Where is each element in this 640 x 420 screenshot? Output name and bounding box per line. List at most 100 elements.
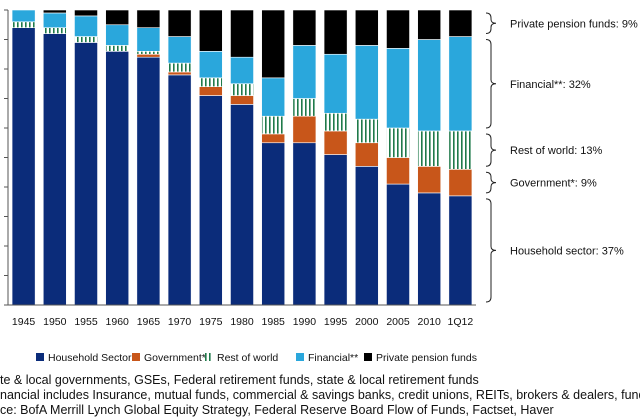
- bar-segment-private-pension-funds-1990: [292, 9, 317, 46]
- bar-segment-household-sector-1955: [74, 42, 98, 306]
- bar-segment-household-sector-1945: [11, 27, 36, 306]
- bar-segment-rest-of-world-1970: [167, 62, 192, 73]
- annotation-label: Household sector: 37%: [510, 245, 624, 257]
- bar-segment-private-pension-funds-1970: [167, 9, 192, 37]
- bar-segment-government-1980: [230, 95, 254, 105]
- bar-segment-household-sector-1995: [323, 154, 348, 306]
- annotation-label: Government*: 9%: [510, 178, 597, 190]
- footnote-1: te & local governments, GSEs, Federal re…: [0, 373, 479, 387]
- bar-segment-financial-1980: [230, 56, 254, 85]
- bar-segment-household-sector-1975: [198, 95, 223, 306]
- bar-segment-financial-1975: [198, 50, 223, 79]
- bar-segment-rest-of-world-2005: [386, 127, 410, 158]
- bar-segment-financial-1q12: [448, 36, 473, 132]
- annotation-label: Financial**: 32%: [510, 79, 591, 91]
- legend-label: Financial**: [308, 352, 358, 364]
- x-tick-label: 1995: [324, 316, 348, 328]
- legend-swatch: [132, 353, 140, 361]
- plot-area: [11, 9, 473, 306]
- bar-segment-private-pension-funds-2000: [354, 9, 379, 46]
- bar-segment-household-sector-1950: [42, 33, 67, 306]
- bar-segment-rest-of-world-2010: [417, 130, 442, 167]
- bar-segment-financial-1970: [167, 36, 192, 64]
- bar-segment-rest-of-world-1975: [198, 77, 223, 87]
- bar-segment-rest-of-world-1995: [323, 112, 348, 132]
- bar-segment-private-pension-funds-1985: [261, 9, 286, 79]
- legend: Household Sector Government* Rest of world…: [36, 352, 477, 364]
- bar-segment-household-sector-2000: [354, 166, 379, 306]
- annotation-bracket: [485, 198, 497, 303]
- footnote-2: nancial includes Insurance, mutual funds…: [0, 388, 640, 402]
- bar-segment-household-sector-1990: [292, 142, 317, 306]
- x-tick-label: 1980: [230, 316, 254, 328]
- bar-segment-government-2010: [417, 166, 442, 194]
- bar-segment-financial-1950: [42, 12, 67, 28]
- bar-segment-government-2005: [386, 157, 410, 185]
- bar-segment-financial-2000: [354, 45, 379, 120]
- bar-segment-government-2000: [354, 142, 379, 167]
- bar-segment-household-sector-1985: [261, 142, 286, 306]
- bar-segment-financial-1995: [323, 53, 348, 114]
- bar-segment-financial-2010: [417, 39, 442, 132]
- annotation-bracket: [485, 171, 497, 194]
- x-tick-label: 1Q12: [448, 316, 474, 328]
- x-tick-label: 1985: [262, 316, 286, 328]
- annotation-label: Private pension funds: 9%: [510, 18, 638, 30]
- x-tick-label: 1955: [74, 316, 98, 328]
- legend-label: Private pension funds: [376, 352, 477, 364]
- bar-segment-financial-1945: [11, 9, 36, 23]
- bar-segment-private-pension-funds-1980: [230, 9, 254, 58]
- bar-segment-private-pension-funds-1960: [105, 9, 130, 26]
- bar-segment-government-1q12: [448, 169, 473, 197]
- bar-segment-rest-of-world-1950: [42, 27, 67, 34]
- annotation-bracket: [485, 12, 497, 35]
- bar-segment-private-pension-funds-1995: [323, 9, 348, 55]
- bar-segment-rest-of-world-1q12: [448, 130, 473, 170]
- annotation-label: Rest of world: 13%: [510, 145, 603, 157]
- bar-segment-private-pension-funds-1975: [198, 9, 223, 52]
- bar-segment-government-1985: [261, 133, 286, 144]
- legend-swatch: [364, 353, 372, 361]
- x-tick-label: 1975: [199, 316, 223, 328]
- bar-segment-financial-1965: [136, 27, 161, 52]
- x-axis: 1945 1950 1955 1960 1965 1970 1975 1980 1985 1990…: [4, 9, 476, 328]
- annotation-bracket: [485, 133, 497, 167]
- bar-segment-financial-2005: [386, 48, 410, 129]
- bar-segment-household-sector-1970: [167, 74, 192, 306]
- legend-label: Household Sector: [48, 352, 132, 364]
- x-tick-label: 1950: [43, 316, 67, 328]
- x-tick-label: 1990: [293, 316, 317, 328]
- bar-segment-financial-1985: [261, 77, 286, 117]
- bar-segment-rest-of-world-1955: [74, 36, 98, 43]
- bar-segment-financial-1955: [74, 15, 98, 37]
- bar-segment-household-sector-1960: [105, 50, 130, 306]
- bar-segment-private-pension-funds-1955: [74, 9, 98, 17]
- bar-segment-rest-of-world-1985: [261, 115, 286, 135]
- x-tick-label: 1970: [168, 316, 192, 328]
- bar-segment-rest-of-world-1980: [230, 83, 254, 96]
- footnote-3: ce: BofA Merrill Lynch Global Equity Str…: [0, 403, 554, 417]
- annotations: Private pension funds: 9% Financial**: 32…: [485, 12, 638, 303]
- bar-segment-rest-of-world-1945: [11, 21, 36, 28]
- bar-segment-financial-1960: [105, 24, 130, 46]
- annotation-bracket: [485, 39, 497, 129]
- bar-segment-rest-of-world-1990: [292, 98, 317, 117]
- bar-segment-rest-of-world-2000: [354, 118, 379, 144]
- x-tick-label: 2005: [386, 316, 410, 328]
- bar-segment-private-pension-funds-1965: [136, 9, 161, 29]
- legend-swatch: [205, 353, 213, 361]
- bar-segment-private-pension-funds-2010: [417, 9, 442, 40]
- bar-segment-government-1990: [292, 115, 317, 144]
- legend-swatch: [36, 353, 44, 361]
- bar-segment-private-pension-funds-1q12: [448, 9, 473, 37]
- bar-segment-rest-of-world-1960: [105, 45, 130, 52]
- bar-segment-government-1970: [167, 71, 192, 76]
- bar-segment-government-1975: [198, 86, 223, 96]
- x-tick-label: 2010: [418, 316, 442, 328]
- bar-segment-financial-1990: [292, 45, 317, 99]
- legend-swatch: [296, 353, 304, 361]
- bar-segment-government-1995: [323, 130, 348, 155]
- legend-label: Rest of world: [217, 352, 278, 364]
